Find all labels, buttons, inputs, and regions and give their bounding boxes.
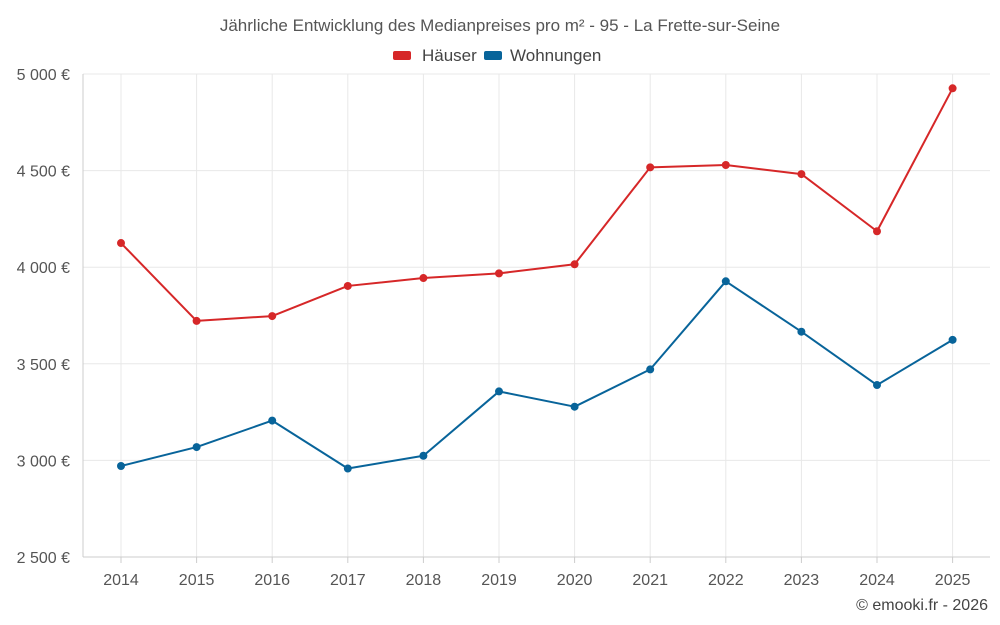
series-layer <box>117 84 957 473</box>
data-point <box>797 327 806 336</box>
series-wohnungen <box>117 277 957 473</box>
y-tick-label: 3 500 € <box>17 357 70 374</box>
data-point <box>873 381 881 390</box>
series-haeuser <box>117 84 957 325</box>
x-tick-label: 2015 <box>179 572 215 589</box>
legend-swatch <box>393 51 411 60</box>
data-point <box>343 281 352 290</box>
x-tick-label: 2025 <box>935 572 971 589</box>
x-tick-label: 2019 <box>481 572 517 589</box>
data-point <box>948 84 957 93</box>
data-point <box>192 316 201 325</box>
y-axis: 2 500 € 3 000 € 3 500 € 4 000 € 4 500 € 5 000… <box>17 67 84 567</box>
chart-title: Jährliche Entwicklung des Medianpreises … <box>220 16 780 35</box>
x-axis: 2014 2015 2016 2017 2018 2019 2020 2021 2022 2023… <box>83 556 990 589</box>
data-point <box>117 462 125 471</box>
legend-label: Wohnungen <box>510 46 601 65</box>
data-point <box>495 269 503 278</box>
series-line <box>120 280 954 470</box>
data-point <box>343 464 352 473</box>
data-point <box>268 416 277 425</box>
x-tick-label: 2023 <box>784 572 820 589</box>
x-tick-label: 2022 <box>708 572 744 589</box>
data-point <box>797 170 806 179</box>
data-point <box>192 443 201 452</box>
data-point <box>948 335 957 344</box>
x-tick-label: 2020 <box>557 572 593 589</box>
grid <box>83 73 990 557</box>
data-point <box>721 277 730 286</box>
data-point <box>646 365 655 374</box>
x-tick-label: 2021 <box>632 572 668 589</box>
data-point <box>646 163 655 172</box>
data-point <box>570 402 579 411</box>
data-point <box>495 387 503 396</box>
y-tick-label: 5 000 € <box>17 67 70 84</box>
x-tick-label: 2017 <box>330 572 366 589</box>
credit-text: © emooki.fr - 2026 <box>856 597 988 614</box>
x-tick-label: 2014 <box>103 572 139 589</box>
data-point <box>117 239 125 248</box>
data-point <box>268 312 277 321</box>
y-tick-label: 3 000 € <box>17 453 70 470</box>
data-point <box>570 260 579 269</box>
data-point <box>419 451 428 460</box>
legend-swatch <box>484 51 502 60</box>
data-point <box>721 160 730 169</box>
x-tick-label: 2018 <box>406 572 442 589</box>
y-tick-label: 4 000 € <box>17 260 70 277</box>
x-tick-label: 2024 <box>859 572 895 589</box>
y-tick-label: 4 500 € <box>17 164 70 181</box>
y-tick-label: 2 500 € <box>17 550 70 567</box>
x-tick-label: 2016 <box>254 572 290 589</box>
series-line <box>120 87 954 322</box>
legend-label: Häuser <box>422 46 477 65</box>
data-point <box>873 227 881 236</box>
data-point <box>419 274 428 283</box>
legend: Häuser Wohnungen <box>393 46 601 65</box>
